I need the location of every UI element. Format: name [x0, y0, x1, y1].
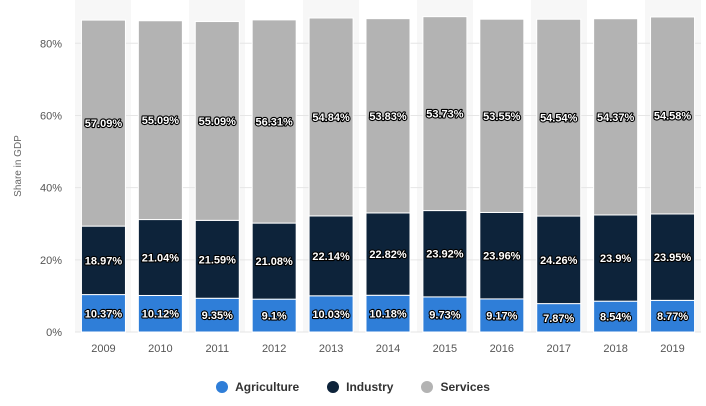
- data-label: 9.35%: [202, 310, 233, 322]
- data-label: 53.55%: [483, 111, 521, 123]
- y-tick-label: 60%: [40, 110, 62, 122]
- x-tick-label: 2009: [91, 343, 115, 355]
- legend-item-agriculture[interactable]: Agriculture: [216, 380, 299, 394]
- bar-segment-services[interactable]: [80, 19, 126, 227]
- x-tick-label: 2016: [490, 343, 514, 355]
- data-label: 9.73%: [429, 309, 460, 321]
- data-label: 10.03%: [312, 309, 350, 321]
- bar-segment-industry[interactable]: [194, 219, 240, 299]
- data-label: 18.97%: [85, 255, 123, 267]
- bar-segment-industry[interactable]: [365, 212, 411, 296]
- data-label: 10.12%: [142, 309, 180, 321]
- bar-segment-services[interactable]: [194, 21, 240, 221]
- bar-segment-agriculture[interactable]: [251, 298, 297, 333]
- data-label: 21.04%: [142, 253, 180, 265]
- y-tick-label: 80%: [40, 38, 62, 50]
- legend-swatch-services: [421, 381, 434, 393]
- data-label: 54.37%: [597, 112, 635, 124]
- data-label: 54.54%: [540, 113, 578, 125]
- data-label: 9.1%: [262, 311, 287, 323]
- data-label: 56.31%: [256, 116, 294, 128]
- bar-segment-agriculture[interactable]: [536, 303, 582, 333]
- bar-segment-services[interactable]: [137, 20, 183, 221]
- data-label: 53.83%: [369, 111, 407, 123]
- data-label: 54.58%: [654, 110, 692, 122]
- legend-label-agriculture: Agriculture: [235, 380, 300, 394]
- legend: Agriculture Industry Services: [0, 380, 706, 394]
- data-label: 23.96%: [483, 251, 521, 263]
- bar-segment-industry[interactable]: [650, 213, 696, 301]
- y-axis-ticks: 0% 20% 40% 60% 80%: [40, 38, 62, 339]
- x-tick-label: 2019: [660, 343, 684, 355]
- data-label: 55.09%: [142, 115, 180, 127]
- legend-item-services[interactable]: Services: [421, 380, 490, 394]
- legend-item-industry[interactable]: Industry: [327, 380, 393, 394]
- bar-segment-services[interactable]: [650, 16, 696, 215]
- x-tick-label: 2013: [319, 343, 343, 355]
- data-label: 10.18%: [369, 309, 407, 321]
- bar-segment-services[interactable]: [536, 18, 582, 217]
- x-axis-ticks: 2009 2010 2011 2012 2013 2014 2015 2016 2017 2018…: [91, 343, 685, 355]
- x-tick-label: 2011: [205, 343, 229, 355]
- bar-segment-agriculture[interactable]: [194, 297, 240, 333]
- bar-segment-industry[interactable]: [137, 219, 183, 296]
- bar-segment-agriculture[interactable]: [308, 295, 354, 333]
- data-label: 22.82%: [369, 249, 407, 261]
- bar-segment-services[interactable]: [308, 17, 354, 217]
- bar-segment-agriculture[interactable]: [422, 296, 468, 333]
- data-label: 8.77%: [657, 311, 688, 323]
- data-label: 57.09%: [85, 118, 123, 130]
- y-tick-label: 0%: [46, 327, 62, 339]
- legend-swatch-agriculture: [216, 381, 229, 393]
- bar-segment-agriculture[interactable]: [137, 294, 183, 333]
- bar-segment-services[interactable]: [422, 16, 468, 212]
- bar-segment-industry[interactable]: [80, 225, 126, 296]
- data-label: 54.84%: [312, 112, 350, 124]
- data-label: 21.08%: [256, 256, 294, 268]
- x-tick-label: 2018: [603, 343, 627, 355]
- bar-segment-industry[interactable]: [536, 215, 582, 305]
- y-tick-label: 40%: [40, 183, 62, 195]
- x-tick-label: 2012: [262, 343, 286, 355]
- bar-segment-industry[interactable]: [422, 210, 468, 298]
- bar-segment-services[interactable]: [593, 18, 639, 216]
- data-label: 8.54%: [600, 312, 631, 324]
- bar-segment-services[interactable]: [251, 19, 297, 224]
- bar-segment-industry[interactable]: [593, 214, 639, 302]
- x-tick-label: 2017: [546, 343, 570, 355]
- bar-segment-industry[interactable]: [479, 211, 525, 300]
- chart: 0% 20% 40% 60% 80% Share in GDP 10.37% 18.97%…: [13, 16, 701, 355]
- bar-segment-services[interactable]: [365, 18, 411, 214]
- data-label: 22.14%: [312, 251, 350, 263]
- legend-label-services: Services: [440, 380, 490, 394]
- x-tick-label: 2010: [148, 343, 172, 355]
- y-tick-label: 20%: [40, 255, 62, 267]
- bar-segment-agriculture[interactable]: [80, 294, 126, 333]
- bar-segment-agriculture[interactable]: [479, 298, 525, 333]
- data-label: 23.95%: [654, 252, 692, 264]
- data-label: 24.26%: [540, 255, 578, 267]
- data-label: 55.09%: [199, 116, 237, 128]
- y-axis-label: Share in GDP: [13, 135, 24, 197]
- bar-segment-services[interactable]: [479, 18, 525, 213]
- bar-segment-agriculture[interactable]: [593, 300, 639, 333]
- data-labels: 10.37% 18.97% 57.09% 10.12% 21.04% 55.09% 9.35…: [84, 108, 693, 326]
- x-tick-label: 2014: [376, 343, 400, 355]
- data-label: 23.9%: [600, 253, 631, 265]
- data-label: 7.87%: [543, 313, 574, 325]
- data-label: 10.37%: [85, 308, 123, 320]
- data-label: 9.17%: [486, 310, 517, 322]
- legend-label-industry: Industry: [346, 380, 394, 394]
- data-label: 21.59%: [199, 254, 237, 266]
- data-label: 53.73%: [426, 109, 464, 121]
- bar-segment-industry[interactable]: [308, 215, 354, 297]
- bars: [80, 16, 696, 333]
- bar-segment-agriculture[interactable]: [650, 299, 696, 333]
- data-label: 23.92%: [426, 249, 464, 261]
- legend-swatch-industry: [327, 381, 340, 393]
- x-tick-label: 2015: [433, 343, 457, 355]
